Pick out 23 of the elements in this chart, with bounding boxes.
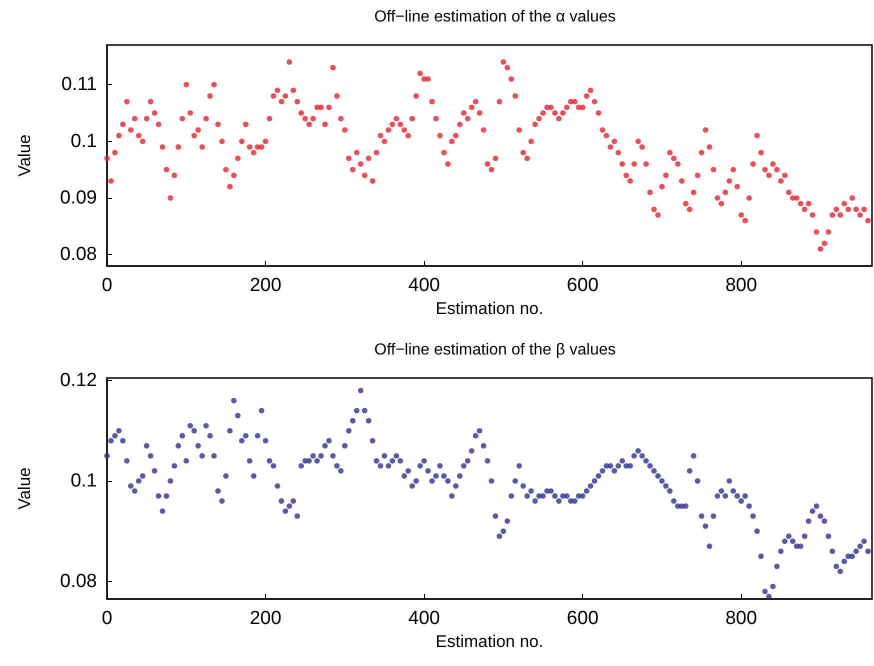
x-tick-label: 400 — [408, 275, 440, 296]
x-tick-label: 800 — [725, 275, 758, 296]
y-tick-label: 0.12 — [60, 370, 97, 392]
y-tick-label: 0.1 — [70, 130, 97, 152]
x-tick-label: 0 — [102, 275, 112, 296]
y-tick-label: 0.11 — [61, 74, 97, 96]
x-tick-label: 800 — [725, 608, 758, 629]
chart-title: Off−line estimation of the α values — [374, 8, 616, 26]
y-tick-label: 0.1 — [70, 470, 97, 492]
x-axis-title: Estimation no. — [436, 632, 544, 651]
x-tick-label: 200 — [250, 275, 282, 296]
y-axis-title: Value — [15, 134, 34, 177]
y-axis-title: Value — [15, 467, 34, 510]
x-tick-label: 0 — [102, 608, 112, 629]
x-axis-title: Estimation no. — [436, 298, 544, 318]
x-tick-label: 200 — [250, 608, 282, 629]
x-tick-label: 400 — [408, 608, 440, 629]
x-tick-label: 600 — [566, 608, 598, 629]
y-tick-label: 0.08 — [60, 570, 97, 592]
x-tick-label: 600 — [566, 275, 598, 296]
chart-title: Off−line estimation of the β values — [374, 342, 616, 358]
y-tick-label: 0.09 — [60, 188, 97, 208]
y-tick-label: 0.08 — [60, 244, 97, 266]
